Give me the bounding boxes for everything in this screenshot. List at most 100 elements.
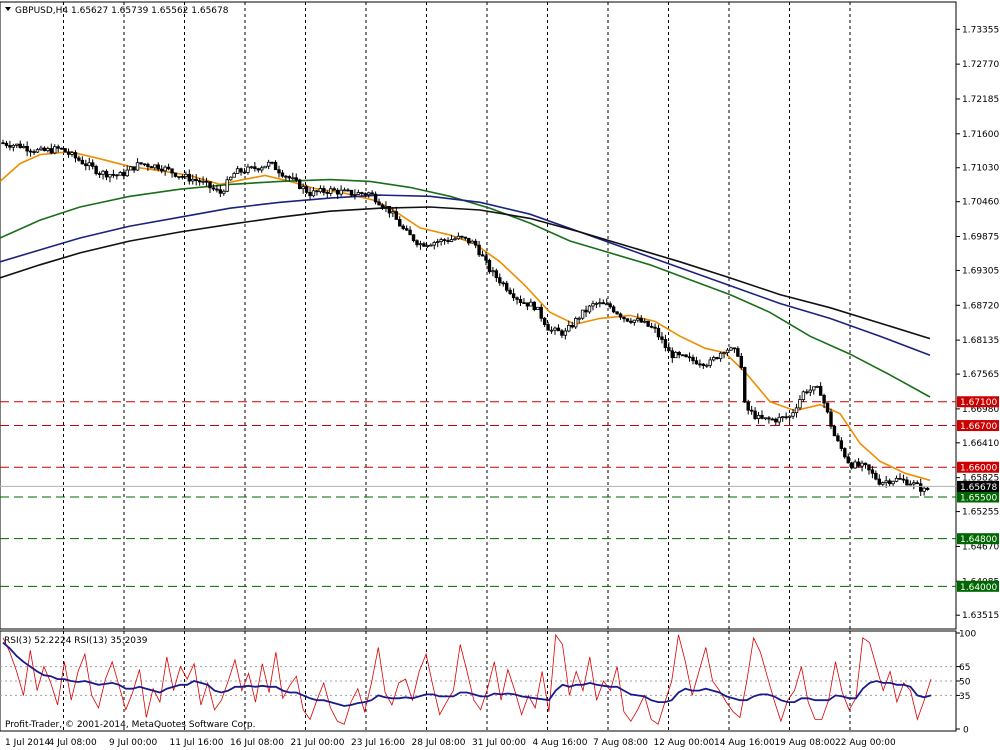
candle xyxy=(142,163,147,167)
candle xyxy=(836,433,840,443)
candle xyxy=(825,402,830,414)
candle xyxy=(8,140,12,151)
level-tag-label: 1.66700 xyxy=(960,422,997,432)
level-tag xyxy=(957,491,999,503)
candle xyxy=(311,186,316,198)
candle xyxy=(605,298,609,306)
candle xyxy=(149,165,154,169)
candle xyxy=(70,150,74,157)
candle xyxy=(767,415,771,424)
candle xyxy=(277,165,281,178)
candle xyxy=(318,185,323,194)
level-tag-label: 1.66000 xyxy=(960,464,997,474)
candle xyxy=(28,148,33,157)
candle xyxy=(718,351,723,362)
level-tag xyxy=(957,580,999,592)
y-tick-label: 1.65255 xyxy=(962,508,999,518)
candle xyxy=(501,280,505,287)
candle xyxy=(308,187,312,200)
candle xyxy=(567,320,571,333)
candle xyxy=(239,167,243,176)
candle xyxy=(649,322,654,329)
candle xyxy=(784,412,788,420)
candle xyxy=(204,177,209,187)
chart-symbol-header: GBPUSD,H4 1.65627 1.65739 1.65562 1.6567… xyxy=(15,6,229,16)
candles xyxy=(1,139,930,497)
candle xyxy=(774,417,778,426)
candle xyxy=(21,143,26,149)
candle xyxy=(304,184,309,195)
candle xyxy=(284,174,288,181)
candle xyxy=(429,243,433,247)
candle xyxy=(684,354,688,358)
candle xyxy=(763,417,768,421)
candle xyxy=(266,159,271,170)
candle xyxy=(218,184,223,198)
candle xyxy=(46,146,50,153)
candle xyxy=(104,169,109,181)
candle xyxy=(329,185,333,197)
candle xyxy=(712,355,716,362)
candle xyxy=(843,447,847,459)
candle xyxy=(539,304,543,322)
candle xyxy=(680,354,685,357)
candle xyxy=(925,487,930,491)
candle xyxy=(653,323,657,333)
candle xyxy=(135,158,140,171)
candle xyxy=(177,176,181,180)
candle xyxy=(815,385,819,388)
candle xyxy=(153,164,157,171)
candle xyxy=(270,161,274,165)
candle xyxy=(556,324,561,332)
candle xyxy=(222,189,226,196)
candle xyxy=(832,424,837,437)
candle xyxy=(484,251,488,266)
y-tick-label: 1.71030 xyxy=(962,164,999,174)
candle xyxy=(66,148,71,158)
candle xyxy=(536,306,540,311)
candle xyxy=(128,165,133,171)
candle xyxy=(273,160,278,171)
x-tick-label: 19 Aug 08:00 xyxy=(775,738,836,748)
candle xyxy=(432,240,436,250)
candle xyxy=(591,300,595,311)
candle xyxy=(894,475,899,483)
y-tick-label: 1.64670 xyxy=(962,542,999,552)
candle xyxy=(598,298,602,308)
candle xyxy=(487,258,492,274)
candle xyxy=(708,356,712,369)
y-tick-label: 1.66410 xyxy=(962,439,999,449)
candle xyxy=(159,165,164,174)
candle xyxy=(560,329,564,339)
candle xyxy=(470,239,474,244)
candle xyxy=(705,363,709,368)
candle xyxy=(263,165,267,169)
candle xyxy=(529,298,533,307)
candle xyxy=(39,145,43,151)
candle xyxy=(173,172,178,178)
current-price-label: 1.65678 xyxy=(960,483,997,493)
candle xyxy=(874,470,878,481)
candle xyxy=(132,166,136,173)
rsi-header: RSI(3) 52.2224 RSI(13) 35.2039 xyxy=(4,636,148,646)
candle xyxy=(643,318,647,324)
candle xyxy=(156,162,160,172)
candle xyxy=(611,304,616,314)
candle xyxy=(49,143,53,155)
rsi-tick-label: 100 xyxy=(959,630,976,640)
candle xyxy=(301,183,305,194)
candle xyxy=(818,382,823,396)
candle xyxy=(422,241,426,247)
candle xyxy=(446,237,450,244)
candle xyxy=(732,347,737,353)
candle xyxy=(1,139,5,145)
candle xyxy=(53,144,57,155)
candle xyxy=(235,165,240,174)
candle xyxy=(863,462,868,469)
candle xyxy=(184,171,188,179)
candle xyxy=(853,459,857,469)
y-tick-label: 1.65825 xyxy=(962,474,999,484)
y-tick-label: 1.71600 xyxy=(962,130,999,140)
candle xyxy=(677,350,681,359)
